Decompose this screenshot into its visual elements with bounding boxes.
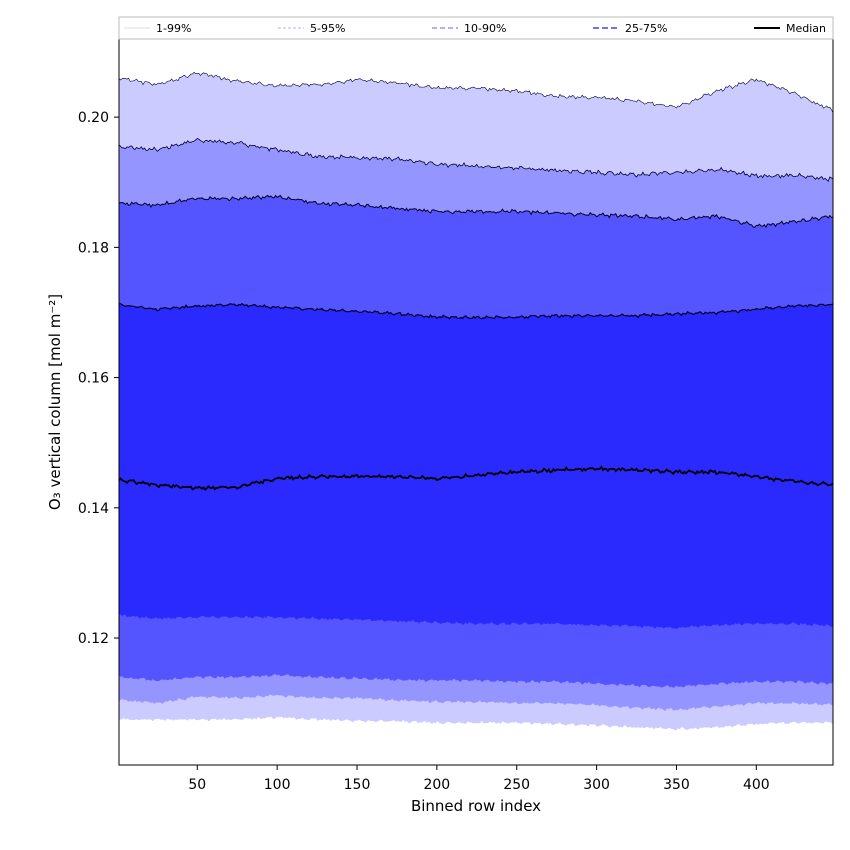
legend: 1-99% 5-95% 10-90% 25-75% Median bbox=[118, 16, 834, 40]
legend-entry: 25-75% bbox=[625, 22, 667, 35]
legend-entry: 5-95% bbox=[310, 22, 345, 35]
band-boundary-lines bbox=[118, 71, 834, 491]
legend-entry: 10-90% bbox=[464, 22, 506, 35]
band-5-95-lower bbox=[119, 694, 833, 731]
line-90th bbox=[118, 137, 834, 182]
legend-entry: Median bbox=[786, 22, 826, 35]
band-1-99-lower bbox=[119, 716, 833, 765]
y-tick-label: 0.12 bbox=[78, 631, 109, 647]
x-tick-label: 250 bbox=[503, 777, 530, 793]
band-inner bbox=[119, 303, 833, 688]
y-tick-label: 0.14 bbox=[78, 501, 109, 517]
line-99th bbox=[118, 71, 834, 113]
line-75th bbox=[118, 194, 834, 229]
x-tick-label: 150 bbox=[344, 777, 371, 793]
x-tick-label: 200 bbox=[423, 777, 450, 793]
x-tick-label: 50 bbox=[188, 777, 206, 793]
y-axis-label: O₃ vertical column [mol m⁻²] bbox=[46, 294, 64, 510]
median-line bbox=[118, 465, 834, 491]
percentile-bands bbox=[119, 72, 833, 765]
y-tick-label: 0.18 bbox=[78, 240, 109, 256]
y-axis-ticks: 0.12 0.14 0.16 0.18 0.20 bbox=[78, 110, 119, 647]
legend-box bbox=[118, 16, 834, 40]
band-10-90-lower bbox=[119, 674, 833, 711]
x-tick-label: 300 bbox=[583, 777, 610, 793]
band-25-75-lower bbox=[119, 614, 833, 688]
x-tick-label: 400 bbox=[743, 777, 770, 793]
x-tick-label: 350 bbox=[663, 777, 690, 793]
y-tick-label: 0.20 bbox=[78, 110, 109, 126]
y-tick-label: 0.16 bbox=[78, 371, 109, 387]
line-inner-upper bbox=[118, 302, 834, 320]
x-axis-ticks: 50 100 150 200 250 300 350 400 bbox=[188, 765, 770, 793]
x-tick-label: 100 bbox=[264, 777, 291, 793]
legend-entry: 1-99% bbox=[156, 22, 191, 35]
x-axis-label: Binned row index bbox=[411, 797, 541, 815]
